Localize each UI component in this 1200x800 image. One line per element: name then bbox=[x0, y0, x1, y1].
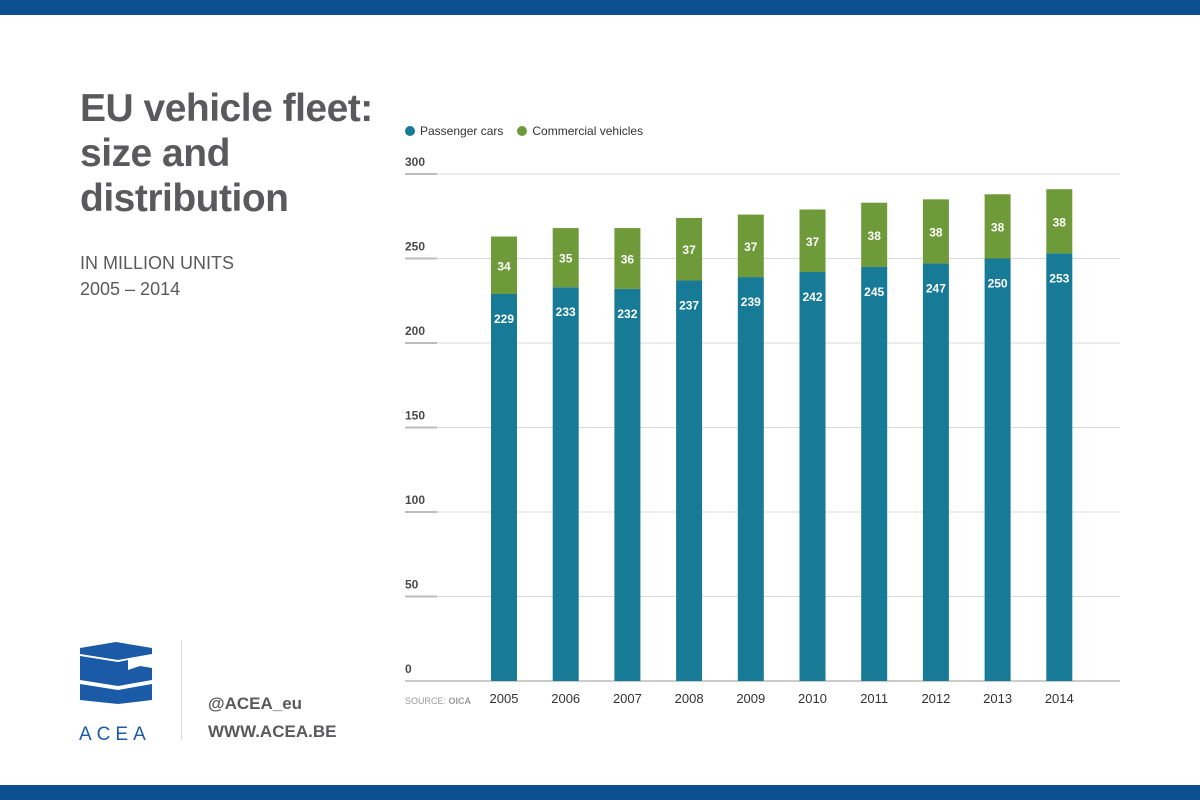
data-label-passenger-cars: 250 bbox=[988, 277, 1008, 291]
logo-text: ACEA bbox=[79, 724, 151, 745]
data-label-commercial-vehicles: 38 bbox=[991, 220, 1005, 234]
x-tick-label: 2009 bbox=[736, 691, 765, 706]
bar-passenger-cars bbox=[799, 272, 826, 681]
legend-label-passenger: Passenger cars bbox=[420, 124, 504, 138]
bar-commercial-vehicles bbox=[922, 199, 949, 264]
page-title: EU vehicle fleet: size and distribution bbox=[80, 87, 373, 220]
data-label-commercial-vehicles: 38 bbox=[929, 225, 943, 239]
subtitle-units: IN MILLION UNITS bbox=[80, 253, 235, 273]
data-label-commercial-vehicles: 37 bbox=[806, 235, 820, 249]
legend-item-passenger: Passenger cars bbox=[405, 124, 503, 138]
bar-passenger-cars bbox=[491, 293, 517, 681]
bar-commercial-vehicles bbox=[491, 236, 517, 294]
data-label-commercial-vehicles: 37 bbox=[682, 243, 696, 257]
x-tick-label: 2007 bbox=[613, 691, 642, 706]
x-tick-label: 2006 bbox=[551, 691, 580, 706]
bar-commercial-vehicles bbox=[614, 228, 641, 289]
data-label-commercial-vehicles: 35 bbox=[559, 252, 573, 266]
y-tick-label: 250 bbox=[405, 240, 425, 254]
chart-legend: Passenger cars Commercial vehicles bbox=[405, 124, 657, 138]
subtitle-years: 2005 – 2014 bbox=[80, 279, 181, 299]
data-label-passenger-cars: 247 bbox=[926, 282, 946, 296]
bar-commercial-vehicles bbox=[676, 217, 703, 281]
data-label-commercial-vehicles: 38 bbox=[868, 229, 882, 243]
source-prefix: SOURCE: bbox=[405, 696, 447, 706]
bottom-band bbox=[0, 785, 1200, 800]
bar-passenger-cars bbox=[861, 266, 888, 681]
bar-passenger-cars bbox=[1046, 253, 1073, 681]
bar-passenger-cars bbox=[984, 258, 1011, 681]
bar-passenger-cars bbox=[676, 280, 703, 681]
x-tick-label: 2012 bbox=[921, 691, 950, 706]
bar-commercial-vehicles bbox=[737, 214, 764, 278]
legend-item-commercial: Commercial vehicles bbox=[517, 124, 643, 138]
data-label-commercial-vehicles: 38 bbox=[1053, 215, 1067, 229]
top-band bbox=[0, 0, 1200, 15]
y-tick-label: 200 bbox=[405, 324, 425, 338]
bar-passenger-cars bbox=[614, 288, 641, 681]
x-tick-label: 2013 bbox=[983, 691, 1012, 706]
data-label-passenger-cars: 242 bbox=[802, 290, 822, 304]
x-tick-label: 2008 bbox=[675, 691, 704, 706]
bar-passenger-cars bbox=[922, 263, 949, 681]
bar-commercial-vehicles bbox=[552, 228, 579, 288]
logo-divider bbox=[181, 640, 182, 740]
x-tick-label: 2010 bbox=[798, 691, 827, 706]
bar-passenger-cars bbox=[737, 277, 764, 681]
y-tick-label: 150 bbox=[405, 409, 425, 423]
x-tick-label: 2014 bbox=[1045, 691, 1074, 706]
circle-icon bbox=[405, 126, 415, 136]
data-label-passenger-cars: 239 bbox=[741, 295, 761, 309]
subtitle: IN MILLION UNITS 2005 – 2014 bbox=[80, 250, 234, 302]
bar-commercial-vehicles bbox=[1046, 189, 1073, 254]
data-label-passenger-cars: 253 bbox=[1049, 271, 1069, 285]
y-tick-label: 50 bbox=[405, 578, 419, 592]
data-label-passenger-cars: 233 bbox=[556, 305, 576, 319]
bar-commercial-vehicles bbox=[984, 194, 1011, 259]
circle-icon bbox=[517, 126, 528, 136]
data-label-passenger-cars: 237 bbox=[679, 298, 699, 312]
x-tick-label: 2005 bbox=[490, 691, 519, 706]
source-name: OICA bbox=[448, 696, 472, 706]
data-label-passenger-cars: 229 bbox=[494, 312, 514, 326]
y-tick-label: 0 bbox=[405, 662, 412, 676]
contact-block: @ACEA_eu WWW.ACEA.BE bbox=[208, 690, 336, 746]
bar-commercial-vehicles bbox=[861, 202, 888, 267]
x-tick-label: 2011 bbox=[860, 691, 888, 706]
acea-logo-icon: ACEA bbox=[79, 642, 152, 745]
website-link[interactable]: WWW.ACEA.BE bbox=[208, 722, 337, 741]
bar-passenger-cars bbox=[552, 287, 579, 681]
bar-commercial-vehicles bbox=[799, 209, 826, 273]
data-label-commercial-vehicles: 36 bbox=[621, 253, 635, 267]
y-tick-label: 100 bbox=[405, 493, 425, 507]
data-label-commercial-vehicles: 37 bbox=[744, 240, 758, 254]
source-note: SOURCE: OICA bbox=[405, 696, 471, 706]
legend-label-commercial: Commercial vehicles bbox=[532, 124, 644, 138]
data-label-passenger-cars: 232 bbox=[617, 307, 637, 321]
data-label-passenger-cars: 245 bbox=[864, 285, 884, 299]
data-label-commercial-vehicles: 34 bbox=[497, 259, 511, 273]
y-tick-label: 300 bbox=[405, 155, 425, 169]
twitter-handle[interactable]: @ACEA_eu bbox=[208, 694, 303, 713]
